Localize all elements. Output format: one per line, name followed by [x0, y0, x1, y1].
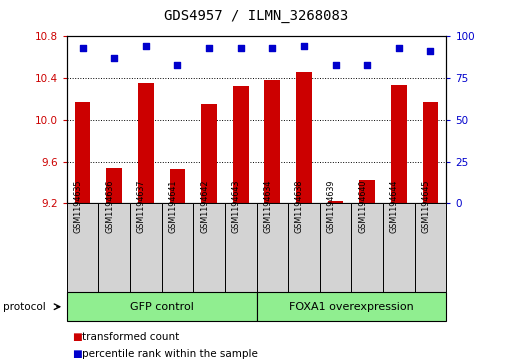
- Text: GSM1194638: GSM1194638: [295, 179, 304, 233]
- Text: GSM1194637: GSM1194637: [137, 179, 146, 233]
- Bar: [296, 72, 312, 203]
- Bar: [225, 203, 256, 292]
- Bar: [328, 201, 344, 203]
- Bar: [106, 168, 122, 203]
- Bar: [201, 104, 217, 203]
- Bar: [415, 203, 446, 292]
- Bar: [169, 169, 185, 203]
- Bar: [98, 203, 130, 292]
- Bar: [351, 203, 383, 292]
- Point: [300, 44, 308, 49]
- Bar: [138, 83, 154, 203]
- Text: GSM1194643: GSM1194643: [232, 179, 241, 233]
- Text: percentile rank within the sample: percentile rank within the sample: [82, 349, 258, 359]
- Text: GSM1194639: GSM1194639: [327, 179, 336, 233]
- Bar: [264, 80, 280, 203]
- Bar: [162, 203, 193, 292]
- Text: GSM1194645: GSM1194645: [422, 179, 430, 233]
- Bar: [233, 86, 249, 203]
- Bar: [288, 203, 320, 292]
- Text: transformed count: transformed count: [82, 332, 180, 342]
- Point: [78, 45, 87, 51]
- Bar: [67, 292, 256, 321]
- Bar: [256, 292, 446, 321]
- Point: [205, 45, 213, 51]
- Bar: [359, 180, 375, 203]
- Bar: [320, 203, 351, 292]
- Text: ■: ■: [72, 349, 82, 359]
- Bar: [74, 102, 90, 203]
- Point: [142, 44, 150, 49]
- Text: GSM1194644: GSM1194644: [390, 179, 399, 233]
- Bar: [193, 203, 225, 292]
- Text: FOXA1 overexpression: FOXA1 overexpression: [289, 302, 414, 312]
- Point: [268, 45, 277, 51]
- Point: [394, 45, 403, 51]
- Text: GSM1194634: GSM1194634: [263, 179, 272, 233]
- Text: GSM1194642: GSM1194642: [200, 179, 209, 233]
- Point: [331, 62, 340, 68]
- Text: protocol: protocol: [3, 302, 45, 312]
- Point: [363, 62, 371, 68]
- Text: GSM1194635: GSM1194635: [73, 179, 83, 233]
- Bar: [391, 85, 407, 203]
- Text: GSM1194636: GSM1194636: [105, 179, 114, 233]
- Bar: [423, 102, 439, 203]
- Bar: [67, 203, 98, 292]
- Point: [173, 62, 182, 68]
- Point: [236, 45, 245, 51]
- Text: GSM1194640: GSM1194640: [358, 179, 367, 233]
- Bar: [383, 203, 415, 292]
- Text: GFP control: GFP control: [130, 302, 193, 312]
- Text: GSM1194641: GSM1194641: [168, 179, 177, 233]
- Bar: [256, 203, 288, 292]
- Point: [110, 55, 118, 61]
- Text: GDS4957 / ILMN_3268083: GDS4957 / ILMN_3268083: [164, 9, 349, 23]
- Text: ■: ■: [72, 332, 82, 342]
- Point: [426, 48, 435, 54]
- Bar: [130, 203, 162, 292]
